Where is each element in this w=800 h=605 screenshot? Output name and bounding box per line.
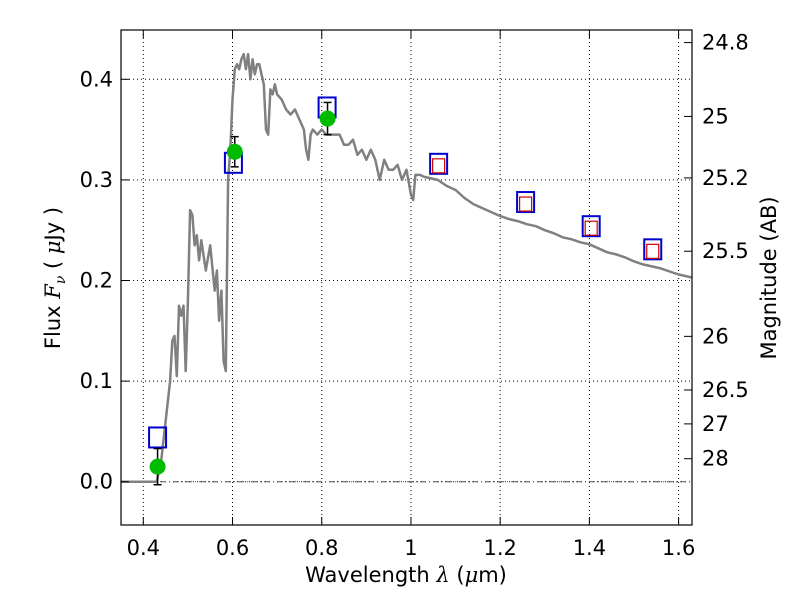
nir-photometry-square bbox=[584, 220, 598, 236]
x-axis-label: Wavelength λ (μm) bbox=[305, 563, 507, 587]
y2-tick-label: 25.5 bbox=[702, 239, 749, 263]
x-tick-label: 0.6 bbox=[216, 536, 249, 560]
model-spectrum-line bbox=[121, 52, 693, 483]
y-tick-label: 0.3 bbox=[80, 168, 113, 192]
grid-lines bbox=[121, 30, 692, 525]
observed-flux-point bbox=[226, 143, 243, 160]
y2-tick-label: 25 bbox=[702, 104, 729, 128]
y-tick-label: 0.0 bbox=[80, 470, 113, 494]
y2-tick-label: 26.5 bbox=[702, 378, 749, 402]
x-tick-label: 0.4 bbox=[127, 536, 160, 560]
model-photometry-square bbox=[643, 238, 663, 261]
axis-ticks: 0.4 0.6 0.8 1 1.2 1.4 1.6 0.0 0.1 0.2 0.3 0.4 24.8 25… bbox=[80, 30, 749, 560]
y2-tick-label: 28 bbox=[702, 447, 729, 471]
y2-tick-label: 27 bbox=[702, 412, 729, 436]
model-spectrum-layer bbox=[121, 52, 693, 483]
plot-border bbox=[120, 29, 693, 526]
y2-axis-label: Magnitude (AB) bbox=[757, 196, 781, 359]
model-photometry-square bbox=[581, 215, 601, 238]
x-tick-label: 0.8 bbox=[305, 536, 338, 560]
y2-tick-label: 24.8 bbox=[702, 31, 749, 55]
y-axis-label: Flux Fν ( μJy ) bbox=[41, 207, 69, 349]
observed-flux-point bbox=[319, 110, 336, 127]
y2-tick-label: 25.2 bbox=[702, 166, 749, 190]
x-tick-label: 1.2 bbox=[483, 536, 516, 560]
y-tick-label: 0.1 bbox=[80, 369, 113, 393]
nir-photometry-square bbox=[519, 196, 533, 212]
x-tick-label: 1.6 bbox=[662, 536, 695, 560]
x-tick-label: 1.4 bbox=[573, 536, 606, 560]
observed-flux-point bbox=[149, 458, 166, 475]
nir-photometry-square bbox=[432, 158, 446, 174]
x-tick-label: 1 bbox=[404, 536, 417, 560]
y-tick-label: 0.4 bbox=[80, 67, 113, 91]
model-photometry-square bbox=[516, 191, 536, 214]
model-photometry-square bbox=[429, 152, 449, 175]
y2-tick-label: 26 bbox=[702, 324, 729, 348]
model-photometry-square bbox=[148, 426, 168, 449]
nir-photometry-square bbox=[646, 243, 660, 259]
plot-frame bbox=[120, 29, 693, 526]
y-tick-label: 0.2 bbox=[80, 269, 113, 293]
photometry-markers bbox=[148, 96, 663, 486]
